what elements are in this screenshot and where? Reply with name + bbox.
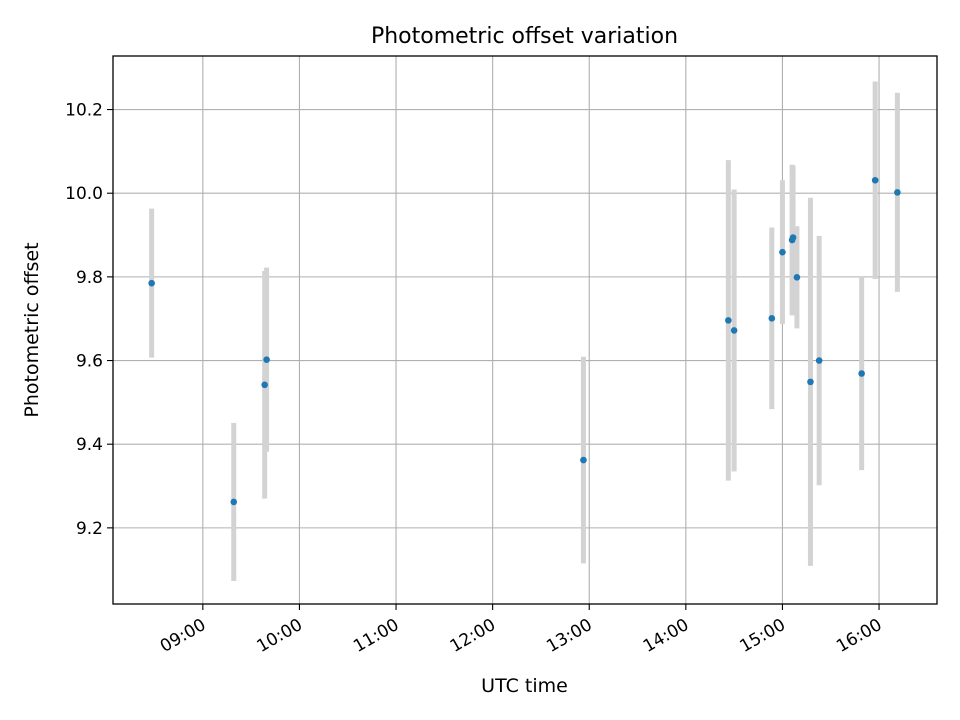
y-tick-label: 9.4 — [76, 435, 103, 455]
data-point — [725, 317, 732, 324]
data-point — [789, 234, 797, 241]
chart-title: Photometric offset variation — [371, 24, 678, 49]
data-point — [894, 189, 901, 196]
data-point — [730, 327, 738, 334]
point-layer — [148, 176, 901, 506]
data-point — [580, 456, 587, 464]
plot-area-frame — [112, 55, 938, 605]
data-point — [263, 356, 270, 364]
data-point — [871, 176, 879, 184]
y-axis-ticks: 9.2 9.4 9.6 9.8 10.0 10.2 — [65, 101, 113, 539]
data-point — [148, 279, 155, 287]
grid-layer — [113, 56, 937, 604]
x-axis-label: UTC time — [481, 675, 568, 697]
data-point — [768, 314, 776, 322]
data-point — [807, 378, 814, 386]
data-point — [815, 357, 823, 364]
y-tick-label: 9.2 — [76, 519, 103, 539]
y-tick-label: 10.0 — [65, 184, 103, 204]
data-point — [858, 370, 865, 377]
data-point — [793, 273, 801, 281]
data-point — [230, 498, 238, 506]
y-tick-label: 9.8 — [76, 268, 103, 288]
y-tick-label: 10.2 — [65, 101, 103, 121]
data-point — [779, 248, 786, 256]
y-tick-label: 9.6 — [76, 352, 103, 372]
data-point — [261, 381, 268, 389]
y-axis-label: Photometric offset — [21, 242, 43, 417]
